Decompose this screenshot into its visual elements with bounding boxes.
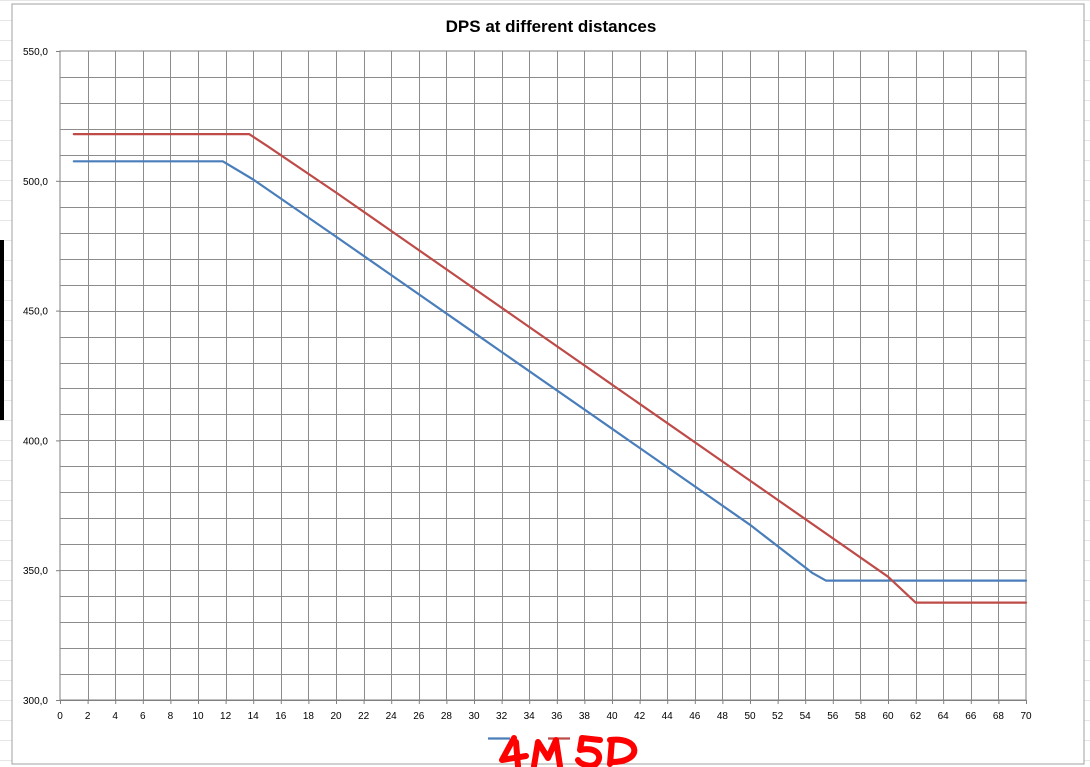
plot-area <box>59 50 1027 701</box>
x-tick-label: 36 <box>551 711 563 722</box>
x-tick-label: 22 <box>358 711 370 722</box>
x-tick-label: 6 <box>140 711 146 722</box>
x-tick-label: 66 <box>965 711 977 722</box>
x-tick-label: 20 <box>330 711 342 722</box>
x-tick-label: 24 <box>386 711 398 722</box>
y-tick-label: 350,0 <box>23 566 48 577</box>
y-axis: 300,0 350,0 400,0 450,0 500,0 550,0 <box>23 47 60 707</box>
x-tick-label: 58 <box>855 711 867 722</box>
x-tick-label: 38 <box>579 711 591 722</box>
x-tick-label: 42 <box>634 711 646 722</box>
annotation-stroke <box>575 735 603 767</box>
series-line-2 <box>72 133 1028 604</box>
x-tick-label: 2 <box>85 711 91 722</box>
x-tick-label: 4 <box>112 711 118 722</box>
x-tick-label: 12 <box>220 711 232 722</box>
x-tick-label: 48 <box>717 711 729 722</box>
x-tick-label: 50 <box>744 711 756 722</box>
data-series <box>72 133 1028 604</box>
x-tick-label: 26 <box>413 711 425 722</box>
x-tick-label: 8 <box>168 711 174 722</box>
x-tick-label: 54 <box>800 711 812 722</box>
x-tick-label: 18 <box>303 711 315 722</box>
x-tick-label: 46 <box>689 711 701 722</box>
window-edge <box>0 240 4 420</box>
annotation-stroke <box>607 736 638 765</box>
x-tick-label: 34 <box>524 711 536 722</box>
x-tick-label: 32 <box>496 711 508 722</box>
x-tick-label: 70 <box>1020 711 1032 722</box>
series-line-1 <box>72 160 1028 582</box>
x-tick-label: 52 <box>772 711 784 722</box>
x-tick-label: 62 <box>910 711 922 722</box>
x-tick-label: 68 <box>993 711 1005 722</box>
handwritten-annotation <box>499 735 638 767</box>
x-tick-label: 56 <box>827 711 839 722</box>
x-tick-label: 40 <box>606 711 618 722</box>
x-tick-label: 16 <box>275 711 287 722</box>
x-tick-label: 14 <box>248 711 260 722</box>
gridlines <box>59 50 1027 701</box>
x-tick-label: 64 <box>938 711 950 722</box>
x-tick-label: 0 <box>57 711 63 722</box>
x-tick-label: 60 <box>882 711 894 722</box>
chart-title: DPS at different distances <box>446 17 657 36</box>
y-tick-label: 450,0 <box>23 307 48 318</box>
annotation-stroke <box>531 737 563 767</box>
x-tick-label: 44 <box>662 711 674 722</box>
x-tick-label: 30 <box>468 711 480 722</box>
x-tick-label: 28 <box>441 711 453 722</box>
y-tick-label: 550,0 <box>23 47 48 58</box>
y-tick-label: 500,0 <box>23 177 48 188</box>
y-tick-label: 300,0 <box>23 696 48 707</box>
x-axis: 0 2 4 6 8 10 12 14 16 18 20 22 24 26 28 30 32 34 36 38 40 42 4… <box>57 700 1032 722</box>
x-tick-label: 10 <box>192 711 204 722</box>
annotation-stroke <box>513 739 521 767</box>
y-tick-label: 400,0 <box>23 436 48 447</box>
